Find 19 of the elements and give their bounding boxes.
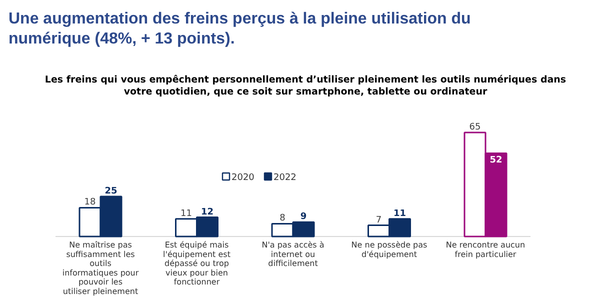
data-label: 8 (280, 214, 286, 224)
data-label: 65 (469, 122, 481, 132)
data-label: 11 (180, 208, 192, 219)
x-tick-label: Ne maîtrise pas suffisamment les outils informatiques pour pouvoir les utiliser pleinement (62, 240, 140, 296)
x-tick-label: Est équipé mais l'équipement est dépassé ou trop vieux pour bien fonctionner (163, 240, 230, 287)
x-tick-label: N'a pas accès à internet ou difficilement (262, 240, 324, 268)
data-label: 7 (376, 215, 382, 226)
chart-subtitle: Les freins qui vous empêchent personnellement d’utiliser pleinement les outils numériques dans votre quotidien, que ce soit sur smartphone, tablette ou ordinateur (44, 74, 566, 98)
data-label: 52 (490, 155, 502, 166)
x-tick-label: Ne ne possède pas d'équipement (351, 240, 428, 259)
legend-label: 2020 (232, 173, 255, 183)
data-label: 12 (200, 207, 214, 218)
data-label: 11 (393, 208, 406, 219)
data-label: 25 (104, 186, 118, 196)
x-tick-label: Ne rencontre aucun frein particulier (446, 240, 526, 259)
legend-label: 2022 (274, 173, 296, 183)
chart-title: Une augmentation des freins perçus à la pleine utilisation du numérique (48%, + 13 points). (8, 10, 471, 48)
data-label: 9 (300, 212, 307, 222)
data-label: 18 (84, 198, 96, 208)
